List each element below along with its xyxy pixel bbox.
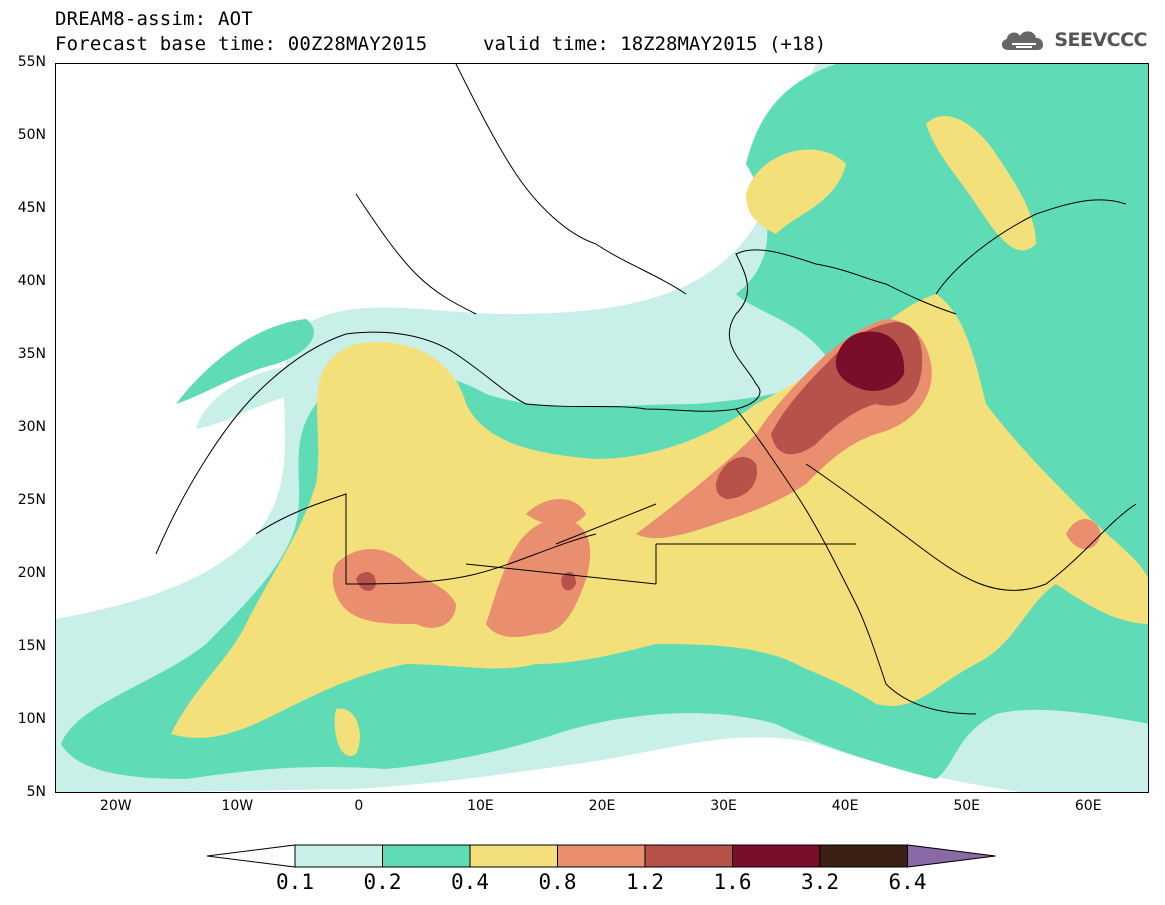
map-panel <box>55 63 1149 793</box>
cloud-icon <box>1002 31 1044 50</box>
colorbar-threshold-label: 0.8 <box>538 870 577 894</box>
lat-label: 30N <box>17 419 46 435</box>
colorbar <box>207 844 996 868</box>
lon-label: 20E <box>588 798 616 814</box>
lon-label: 40E <box>831 798 859 814</box>
seevccc-logo: SEEVCCC <box>998 26 1147 54</box>
colorbar-segment <box>644 844 733 868</box>
lat-label: 45N <box>17 200 46 216</box>
lat-label: 25N <box>17 492 46 508</box>
lon-label: 0 <box>354 798 364 814</box>
lat-label: 55N <box>17 54 46 70</box>
lat-label: 50N <box>17 127 46 143</box>
lon-label: 20W <box>99 798 132 814</box>
colorbar-threshold-label: 1.2 <box>626 870 664 894</box>
aot-band-1-6 <box>835 331 905 391</box>
lon-label: 10E <box>467 798 494 814</box>
colorbar-segment <box>294 844 383 868</box>
coastlines <box>155 64 1137 715</box>
colorbar-segment <box>819 844 908 868</box>
lat-label: 20N <box>17 565 46 581</box>
colorbar-threshold-label: 0.4 <box>451 870 489 894</box>
colorbar-under-arrow <box>207 844 296 868</box>
valid-time: valid time: 18Z28MAY2015 (+18) <box>483 33 827 55</box>
lat-label: 35N <box>17 346 46 362</box>
colorbar-threshold-label: 6.4 <box>888 870 927 894</box>
lat-label: 5N <box>26 784 46 800</box>
colorbar-segment <box>732 844 821 868</box>
logo-text: SEEVCCC <box>1054 29 1147 51</box>
colorbar-segment <box>557 844 646 868</box>
colorbar-threshold-label: 0.2 <box>363 870 402 894</box>
lat-label: 15N <box>17 638 46 654</box>
lon-label: 60E <box>1074 798 1102 814</box>
lon-label: 10W <box>221 798 254 814</box>
aot-map <box>56 64 1148 792</box>
lat-label: 10N <box>17 711 46 727</box>
map-title: DREAM8-assim: AOT <box>55 8 253 30</box>
lon-label: 50E <box>953 798 980 814</box>
forecast-base-time: Forecast base time: 00Z28MAY2015 <box>55 33 428 55</box>
colorbar-segment <box>382 844 471 868</box>
colorbar-threshold-label: 3.2 <box>801 870 839 894</box>
colorbar-over-arrow <box>907 844 996 868</box>
lat-label: 40N <box>17 273 46 289</box>
lon-label: 30E <box>710 798 737 814</box>
colorbar-threshold-label: 1.6 <box>713 870 752 894</box>
colorbar-threshold-label: 0.1 <box>276 870 314 894</box>
colorbar-segment <box>469 844 558 868</box>
